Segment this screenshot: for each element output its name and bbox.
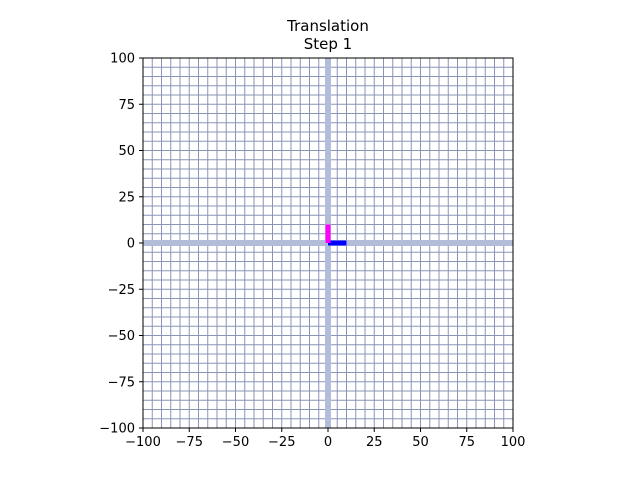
y-tick-label: 75 xyxy=(118,98,135,113)
y-tick-label: 100 xyxy=(110,52,135,67)
y-tick-label: −100 xyxy=(99,422,135,437)
x-tick-label: 75 xyxy=(458,435,475,450)
y-tick-label: −75 xyxy=(108,375,135,390)
y-tick-label: −25 xyxy=(108,283,135,298)
y-tick-label: 0 xyxy=(127,237,135,252)
x-tick-label: −75 xyxy=(176,435,203,450)
x-tick-label: 0 xyxy=(324,435,332,450)
x-tick-label: −50 xyxy=(222,435,249,450)
plot-series xyxy=(325,224,347,246)
y-tick-label: −50 xyxy=(108,329,135,344)
x-tick-label: −25 xyxy=(268,435,295,450)
x-tick-label: −100 xyxy=(125,435,161,450)
chart-title: Translation xyxy=(286,17,369,35)
chart-subtitle: Step 1 xyxy=(304,35,352,53)
x-tick-label: 100 xyxy=(501,435,526,450)
y-tick-label: 50 xyxy=(118,144,135,159)
x-tick-label: 50 xyxy=(412,435,429,450)
y-tick-label: 25 xyxy=(118,190,135,205)
x-tick-label: 25 xyxy=(366,435,383,450)
axis-ticks: −100 −75 −50 −25 0 25 50 75 100 −100 −75 −50 −25 0 25 5… xyxy=(99,52,525,451)
